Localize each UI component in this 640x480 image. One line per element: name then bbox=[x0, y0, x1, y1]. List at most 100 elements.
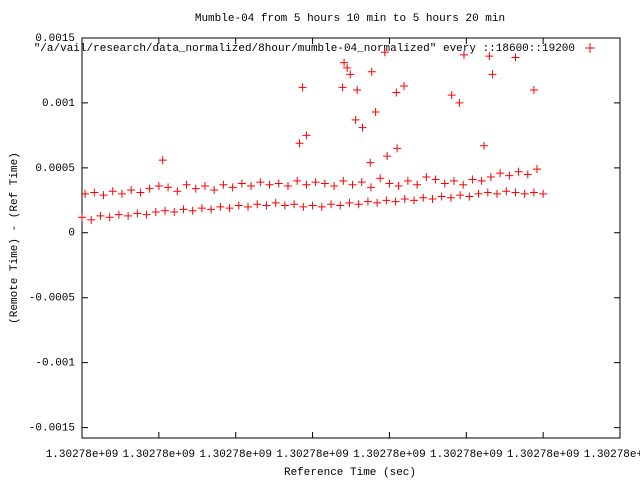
data-point bbox=[302, 180, 311, 189]
data-point bbox=[383, 152, 392, 161]
data-point bbox=[529, 85, 538, 94]
data-point bbox=[449, 176, 458, 185]
data-point bbox=[514, 167, 523, 176]
y-tick-label: -0.0005 bbox=[29, 293, 75, 305]
data-point bbox=[182, 180, 191, 189]
data-point bbox=[90, 188, 99, 197]
data-point bbox=[225, 204, 234, 213]
x-tick-label: 1.30278e+09 bbox=[584, 449, 640, 461]
data-point bbox=[237, 179, 246, 188]
data-point bbox=[382, 196, 391, 205]
data-point bbox=[216, 202, 225, 211]
data-point bbox=[391, 197, 400, 206]
data-point bbox=[298, 83, 307, 92]
x-axis-label: Reference Time (sec) bbox=[284, 467, 416, 479]
data-point bbox=[345, 198, 354, 207]
data-point bbox=[403, 176, 412, 185]
x-tick-label: 1.30278e+09 bbox=[199, 449, 272, 461]
data-point bbox=[505, 171, 514, 180]
data-point bbox=[422, 172, 431, 181]
y-axis-label: (Remote Time) - (Ref Time) bbox=[9, 152, 21, 324]
data-point bbox=[419, 193, 428, 202]
y-tick-label: 0.0015 bbox=[35, 33, 75, 45]
data-point bbox=[539, 189, 548, 198]
data-point bbox=[133, 209, 142, 218]
data-point bbox=[338, 83, 347, 92]
legend-symbol bbox=[585, 43, 595, 53]
data-point bbox=[447, 91, 456, 100]
data-point bbox=[170, 208, 179, 217]
data-point bbox=[366, 158, 375, 167]
data-point bbox=[317, 202, 326, 211]
data-point bbox=[483, 188, 492, 197]
data-point bbox=[108, 187, 117, 196]
data-point bbox=[493, 189, 502, 198]
data-point bbox=[96, 211, 105, 220]
data-point bbox=[371, 108, 380, 117]
data-point bbox=[81, 189, 90, 198]
data-point bbox=[142, 210, 151, 219]
data-point bbox=[336, 201, 345, 210]
data-point bbox=[210, 185, 219, 194]
data-point bbox=[465, 192, 474, 201]
data-point bbox=[290, 200, 299, 209]
data-point bbox=[486, 172, 495, 181]
x-tick-label: 1.30278e+09 bbox=[430, 449, 503, 461]
data-point bbox=[392, 88, 401, 97]
data-point bbox=[136, 188, 145, 197]
data-point bbox=[456, 191, 465, 200]
data-point bbox=[173, 187, 182, 196]
data-point bbox=[437, 192, 446, 201]
data-point bbox=[511, 188, 520, 197]
data-point bbox=[468, 175, 477, 184]
data-point bbox=[367, 67, 376, 76]
x-tick-label: 1.30278e+09 bbox=[276, 449, 349, 461]
data-point bbox=[302, 131, 311, 140]
data-point bbox=[327, 200, 336, 209]
data-point bbox=[520, 189, 529, 198]
data-point bbox=[354, 200, 363, 209]
data-point bbox=[385, 179, 394, 188]
data-point bbox=[161, 206, 170, 215]
legend-label: "/a/vail/research/data_normalized/8hour/… bbox=[34, 43, 575, 55]
data-point bbox=[348, 180, 357, 189]
data-point bbox=[410, 196, 419, 205]
data-point bbox=[373, 198, 382, 207]
data-point bbox=[262, 201, 271, 210]
data-point bbox=[274, 179, 283, 188]
data-point bbox=[253, 200, 262, 209]
data-point bbox=[105, 213, 114, 222]
data-point bbox=[164, 183, 173, 192]
data-point bbox=[400, 195, 409, 204]
data-point bbox=[87, 215, 96, 224]
data-point bbox=[197, 204, 206, 213]
data-point bbox=[353, 85, 362, 94]
data-point bbox=[413, 180, 422, 189]
data-point bbox=[145, 184, 154, 193]
data-point bbox=[340, 58, 349, 67]
data-point bbox=[228, 183, 237, 192]
data-point bbox=[99, 191, 108, 200]
data-point bbox=[363, 197, 372, 206]
data-point bbox=[529, 188, 538, 197]
data-point bbox=[154, 182, 163, 191]
data-point bbox=[428, 195, 437, 204]
data-point bbox=[523, 170, 532, 179]
data-point bbox=[124, 211, 133, 220]
x-tick-label: 1.30278e+09 bbox=[353, 449, 426, 461]
data-point bbox=[366, 183, 375, 192]
data-point bbox=[265, 180, 274, 189]
data-point bbox=[244, 202, 253, 211]
data-point bbox=[295, 139, 304, 148]
data-point bbox=[431, 175, 440, 184]
plot-frame bbox=[81, 37, 621, 439]
data-point bbox=[459, 50, 468, 59]
y-tick-label: 0.0005 bbox=[35, 163, 75, 175]
data-point bbox=[234, 201, 243, 210]
data-point bbox=[393, 144, 402, 153]
data-point bbox=[440, 179, 449, 188]
chart-title: Mumble-04 from 5 hours 10 min to 5 hours… bbox=[195, 13, 505, 25]
data-point bbox=[247, 182, 256, 191]
data-point bbox=[380, 48, 389, 57]
